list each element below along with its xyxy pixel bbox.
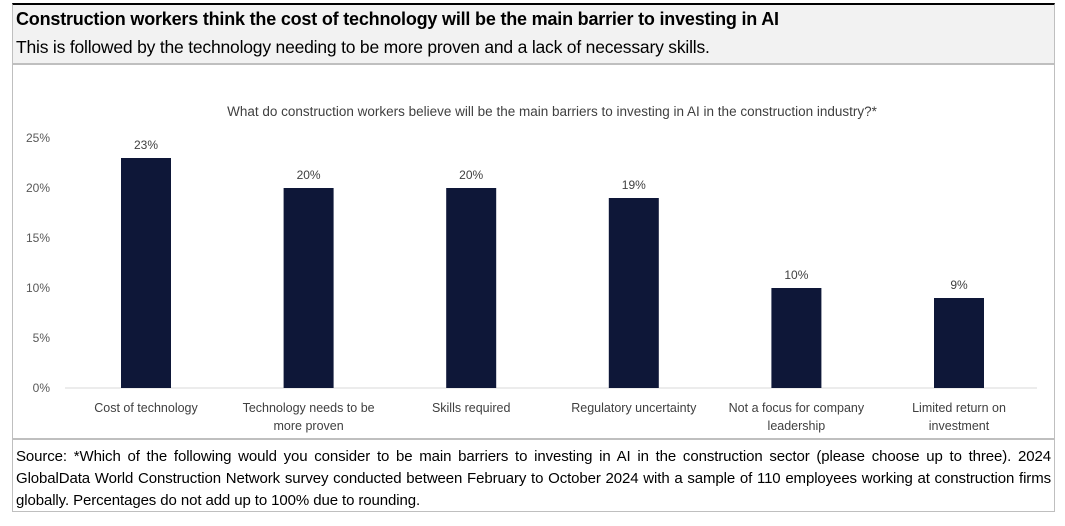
y-tick-label: 5%: [33, 331, 51, 345]
data-label: 20%: [459, 168, 483, 182]
data-label: 20%: [297, 168, 321, 182]
x-tick-label: Regulatory uncertainty: [571, 401, 697, 415]
page-subtitle: This is followed by the technology needi…: [16, 37, 710, 57]
y-tick-label: 0%: [33, 381, 51, 395]
y-tick-label: 15%: [26, 231, 50, 245]
y-tick-label: 25%: [26, 131, 50, 145]
x-tick-label: Limited return on: [912, 401, 1006, 415]
bar: [608, 198, 659, 388]
y-tick-label: 10%: [26, 281, 50, 295]
bar: [446, 188, 497, 388]
x-tick-label: Skills required: [432, 401, 511, 415]
x-tick-label: more proven: [274, 419, 344, 433]
x-tick-label: Technology needs to be: [243, 401, 375, 415]
y-tick-label: 20%: [26, 181, 50, 195]
chart-panel: Construction workers think the cost of t…: [12, 3, 1055, 512]
bar: [771, 288, 822, 388]
data-label: 10%: [784, 268, 808, 282]
x-tick-label: Not a focus for company: [729, 401, 865, 415]
bar: [121, 158, 171, 388]
x-tick-label: Cost of technology: [94, 401, 198, 415]
bar: [934, 298, 984, 388]
chart-title: What do construction workers believe wil…: [227, 104, 878, 119]
data-label: 23%: [134, 138, 158, 152]
page-title: Construction workers think the cost of t…: [16, 9, 779, 29]
x-tick-label: investment: [929, 419, 990, 433]
data-label: 19%: [622, 178, 646, 192]
source-note: Source: *Which of the following would yo…: [13, 438, 1054, 512]
header: Construction workers think the cost of t…: [13, 5, 1054, 65]
data-label: 9%: [950, 278, 968, 292]
x-tick-label: leadership: [768, 419, 826, 433]
bar: [283, 188, 334, 388]
